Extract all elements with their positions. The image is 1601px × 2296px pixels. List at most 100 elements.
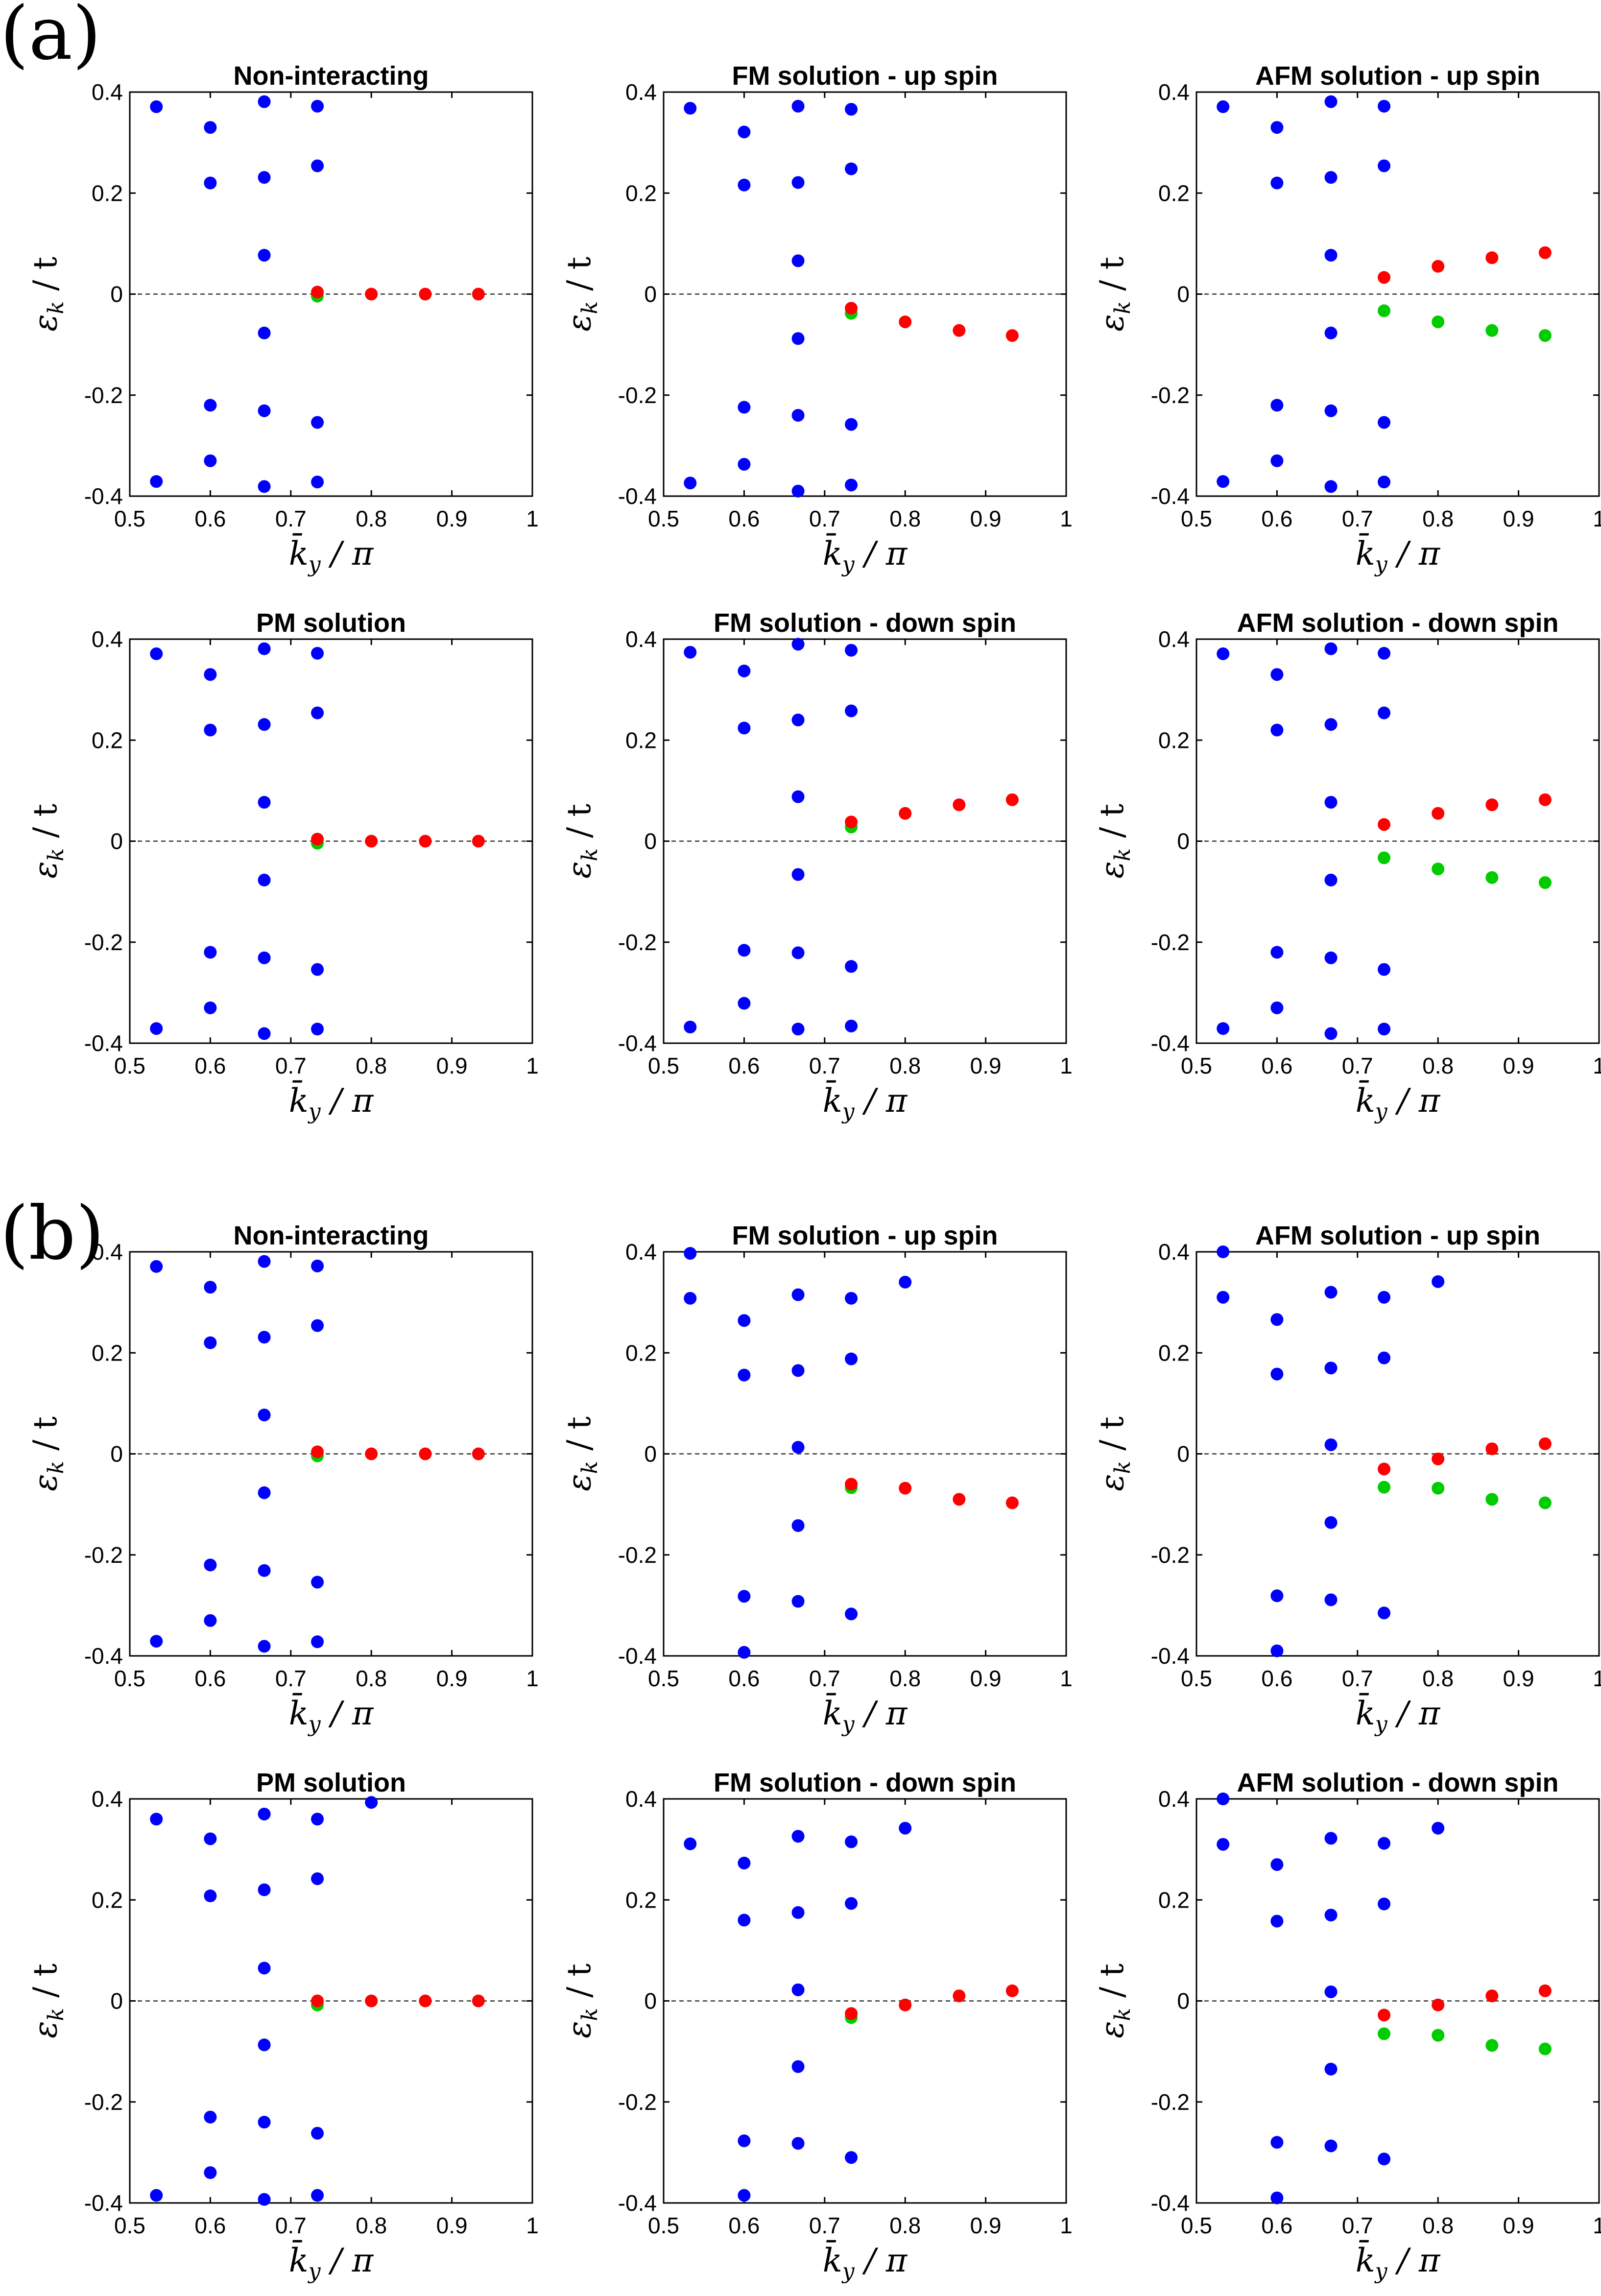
blue-point bbox=[791, 1441, 805, 1454]
blue-point bbox=[258, 404, 271, 417]
blue-point bbox=[258, 718, 271, 731]
blue-point bbox=[258, 1331, 271, 1344]
y-tick-label: 0 bbox=[644, 1441, 657, 1467]
red-point bbox=[845, 302, 858, 315]
blue-point bbox=[1324, 480, 1338, 493]
blue-point bbox=[204, 1614, 217, 1627]
blue-point bbox=[684, 477, 697, 490]
panel-label-b: (b) bbox=[0, 1191, 104, 1276]
red-point bbox=[1432, 807, 1445, 820]
x-tick-label: 0.9 bbox=[1503, 1666, 1534, 1691]
blue-point bbox=[258, 1486, 271, 1499]
x-axis-label: k̄y / π bbox=[289, 1081, 374, 1124]
blue-point bbox=[1270, 946, 1284, 959]
x-tick-label: 0.6 bbox=[194, 506, 226, 531]
y-tick-label: -0.4 bbox=[1151, 1030, 1190, 1056]
blue-point bbox=[791, 409, 805, 422]
x-tick-label: 0.7 bbox=[275, 1666, 307, 1691]
blue-point bbox=[150, 100, 163, 113]
red-point bbox=[1538, 1437, 1552, 1450]
subplot-title: AFM solution - up spin bbox=[1255, 61, 1540, 91]
green-point bbox=[1538, 2042, 1552, 2056]
x-tick-label: 0.5 bbox=[1181, 1666, 1212, 1691]
blue-point bbox=[150, 1635, 163, 1648]
red-point bbox=[1005, 1496, 1019, 1509]
blue-point bbox=[150, 1813, 163, 1826]
x-tick-label: 0.5 bbox=[1181, 506, 1212, 531]
y-tick-label: 0 bbox=[110, 282, 123, 307]
blue-point bbox=[311, 1576, 324, 1589]
green-point bbox=[1485, 871, 1499, 884]
x-tick-label: 0.9 bbox=[970, 2213, 1002, 2238]
x-tick-label: 1 bbox=[1593, 1053, 1601, 1078]
blue-point bbox=[791, 790, 805, 803]
blue-point bbox=[1270, 2191, 1284, 2204]
blue-point bbox=[845, 644, 858, 657]
panel-label-a: (a) bbox=[0, 0, 101, 76]
blue-point bbox=[684, 1837, 697, 1850]
blue-point bbox=[1324, 718, 1338, 731]
blue-point bbox=[738, 401, 751, 414]
blue-point bbox=[150, 1260, 163, 1273]
blue-point bbox=[1324, 2139, 1338, 2152]
blue-point bbox=[845, 1607, 858, 1621]
y-axis-label: εk / t bbox=[560, 257, 602, 332]
blue-point bbox=[1378, 646, 1391, 660]
subplot-6: AFM solution - down spin 0.5 0.6 0.7 0.8 0.9 1… bbox=[1093, 608, 1601, 1124]
y-tick-label: 0.4 bbox=[625, 79, 657, 105]
y-tick-label: -0.2 bbox=[1151, 1542, 1190, 1568]
x-tick-label: 0.5 bbox=[114, 1666, 145, 1691]
y-tick-label: 0.4 bbox=[92, 626, 123, 652]
blue-point bbox=[1378, 1291, 1391, 1304]
y-tick-label: 0 bbox=[644, 829, 657, 854]
red-point bbox=[1005, 793, 1019, 806]
green-point bbox=[1538, 329, 1552, 342]
red-point bbox=[1378, 818, 1391, 831]
x-tick-label: 0.9 bbox=[1503, 1053, 1534, 1078]
axes-frame bbox=[1195, 1251, 1600, 1657]
blue-point bbox=[1270, 1858, 1284, 1871]
blue-point bbox=[738, 125, 751, 139]
blue-point bbox=[791, 254, 805, 267]
blue-point bbox=[258, 1807, 271, 1820]
blue-point bbox=[150, 1022, 163, 1035]
x-tick-label: 0.7 bbox=[809, 1053, 840, 1078]
y-tick-label: -0.4 bbox=[84, 483, 123, 509]
red-point bbox=[365, 287, 378, 301]
blue-point bbox=[1270, 2136, 1284, 2149]
x-tick-label: 0.8 bbox=[1422, 2213, 1454, 2238]
blue-point bbox=[1324, 1438, 1338, 1451]
blue-point bbox=[738, 2189, 751, 2202]
green-point bbox=[1378, 1481, 1391, 1494]
blue-point bbox=[204, 1001, 217, 1014]
y-tick-label: -0.2 bbox=[1151, 383, 1190, 408]
green-point bbox=[1378, 851, 1391, 864]
blue-point bbox=[1432, 1821, 1445, 1835]
blue-point bbox=[1378, 1606, 1391, 1620]
blue-point bbox=[204, 2166, 217, 2179]
x-tick-label: 0.5 bbox=[648, 2213, 679, 2238]
subplot-title: FM solution - up spin bbox=[732, 61, 998, 91]
blue-point bbox=[791, 332, 805, 345]
blue-point bbox=[791, 946, 805, 959]
x-tick-label: 0.6 bbox=[1261, 2213, 1292, 2238]
x-tick-label: 1 bbox=[1593, 506, 1601, 531]
blue-point bbox=[791, 99, 805, 113]
y-tick-label: 0.4 bbox=[92, 1239, 123, 1265]
blue-point bbox=[258, 1883, 271, 1896]
blue-point bbox=[1270, 399, 1284, 412]
x-tick-label: 0.7 bbox=[275, 1053, 307, 1078]
y-axis-label: εk / t bbox=[1093, 804, 1135, 879]
blue-point bbox=[738, 944, 751, 957]
blue-point bbox=[1270, 176, 1284, 190]
x-tick-label: 0.9 bbox=[436, 2213, 468, 2238]
subplot-8: FM solution - up spin 0.5 0.6 0.7 0.8 0.9 1 0.4… bbox=[560, 1221, 1073, 1737]
x-tick-label: 0.9 bbox=[436, 1053, 468, 1078]
blue-point bbox=[1378, 416, 1391, 429]
y-tick-label: 0.4 bbox=[92, 79, 123, 105]
red-point bbox=[1005, 329, 1019, 342]
blue-point bbox=[1324, 1985, 1338, 1998]
blue-point bbox=[1324, 95, 1338, 108]
blue-point bbox=[311, 99, 324, 113]
blue-point bbox=[258, 951, 271, 964]
